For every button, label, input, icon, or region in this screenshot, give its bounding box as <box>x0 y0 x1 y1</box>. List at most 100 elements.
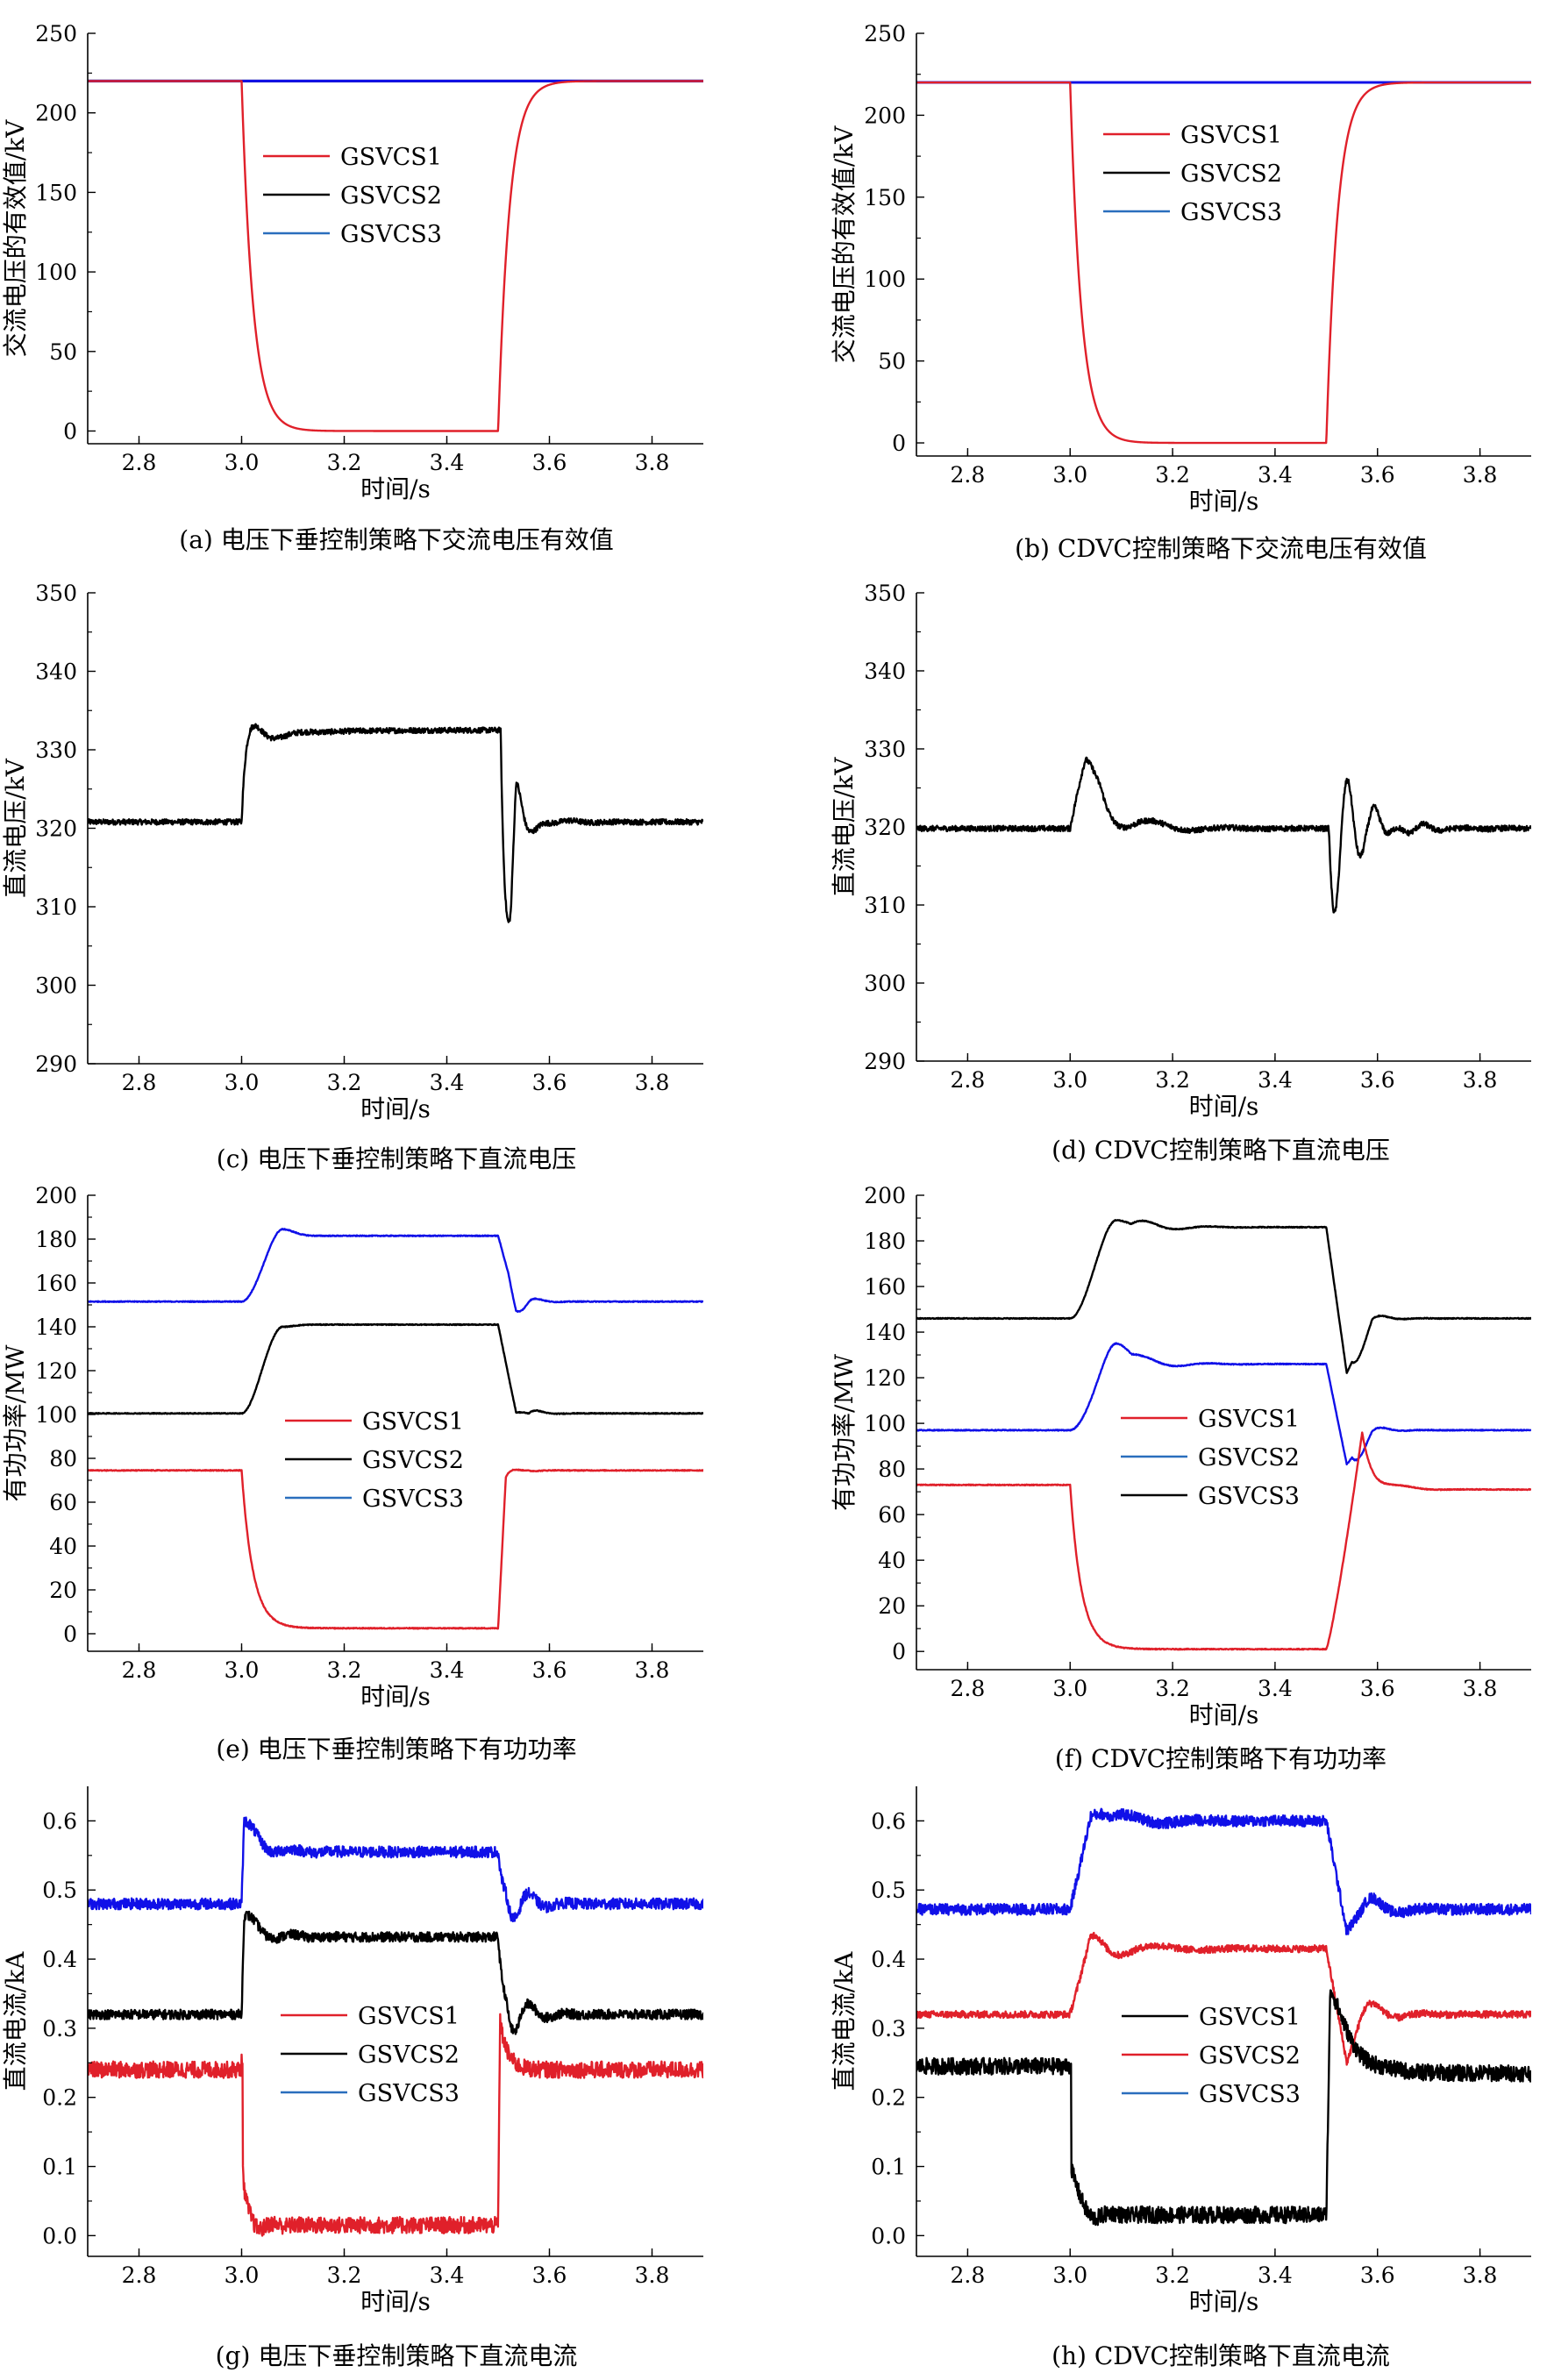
legend: GSVCS1 GSVCS2 GSVCS3 <box>285 1408 464 1513</box>
chart-caption: (d) CDVC控制策略下直流电压 <box>1051 1136 1390 1165</box>
y-tick-label: 160 <box>35 1271 77 1296</box>
series-line-GSVCS3 <box>88 1816 703 1923</box>
x-tick-label: 3.0 <box>1052 462 1087 488</box>
y-tick-label: 150 <box>35 180 77 205</box>
y-tick-label: 290 <box>35 1051 77 1077</box>
y-axis-label: 交流电压的有效值/kV <box>830 125 859 363</box>
x-tick-label: 3.0 <box>1052 1067 1087 1093</box>
legend-label: GSVCS2 <box>358 2042 460 2069</box>
series-line-GSVCS3 <box>916 1807 1531 1935</box>
x-tick-label: 2.8 <box>122 1070 157 1095</box>
x-tick-label: 3.8 <box>1463 1067 1498 1093</box>
x-tick-label: 3.2 <box>327 450 362 475</box>
x-tick-label: 3.6 <box>1360 1676 1395 1701</box>
x-tick-label: 3.6 <box>532 1070 567 1095</box>
legend-label: GSVCS1 <box>358 2003 460 2030</box>
y-tick-label: 180 <box>35 1227 77 1252</box>
x-tick-label: 3.6 <box>1360 1067 1395 1093</box>
series-group <box>88 1816 703 2237</box>
y-tick-label: 350 <box>35 581 77 606</box>
chart-panel-a: 2.8 3.0 3.2 3.4 3.6 3.8 0 50 100 150 200 250 时间/s 交流电… <box>1 21 703 554</box>
y-tick-label: 100 <box>35 1402 77 1428</box>
series-line-GSVCS3 <box>916 1219 1531 1374</box>
legend-label: GSVCS1 <box>1180 122 1282 149</box>
x-tick-label: 2.8 <box>122 2262 157 2288</box>
y-tick-label: 0.1 <box>871 2155 906 2180</box>
x-tick-label: 3.2 <box>1155 462 1190 488</box>
y-tick-label: 20 <box>49 1578 77 1603</box>
y-tick-label: 0.2 <box>871 2085 906 2111</box>
series-line-GSVCS1 <box>88 1468 703 1630</box>
x-tick-label: 3.6 <box>1360 462 1395 488</box>
series-line-直流电压 <box>88 723 703 923</box>
y-axis-label: 交流电压的有效值/kV <box>1 119 30 357</box>
y-tick-label: 200 <box>864 103 906 128</box>
x-tick-label: 2.8 <box>122 450 157 475</box>
x-tick-label: 3.4 <box>1258 462 1293 488</box>
chart-caption: (f) CDVC控制策略下有功功率 <box>1055 1744 1386 1773</box>
x-tick-label: 3.4 <box>1258 2262 1293 2288</box>
series-line-GSVCS1 <box>916 1431 1531 1651</box>
legend-label: GSVCS3 <box>1180 199 1282 226</box>
series-group <box>916 81 1531 445</box>
y-tick-label: 120 <box>35 1358 77 1384</box>
legend-label: GSVCS3 <box>1199 2081 1301 2108</box>
x-tick-label: 3.0 <box>225 1070 260 1095</box>
x-axis-label: 时间/s <box>360 474 431 503</box>
legend-label: GSVCS3 <box>358 2080 460 2107</box>
chart-caption: (h) CDVC控制策略下直流电流 <box>1051 2341 1390 2370</box>
x-tick-label: 3.4 <box>430 450 465 475</box>
y-axis-label: 直流电压/kV <box>830 757 859 896</box>
y-axis-label: 直流电流/kA <box>830 1951 859 2091</box>
x-tick-label: 3.6 <box>532 2262 567 2288</box>
legend: GSVCS1 GSVCS2 GSVCS3 <box>1121 1406 1300 1510</box>
legend-label: GSVCS3 <box>362 1486 464 1513</box>
y-axis-label: 直流电压/kV <box>1 758 30 897</box>
chart-caption: (g) 电压下垂控制策略下直流电流 <box>216 2341 578 2370</box>
x-tick-label: 3.6 <box>532 450 567 475</box>
x-tick-label: 3.2 <box>327 1070 362 1095</box>
legend-label: GSVCS3 <box>340 221 442 248</box>
series-group <box>88 79 703 432</box>
y-tick-label: 40 <box>49 1534 77 1559</box>
y-tick-label: 100 <box>35 260 77 285</box>
y-tick-label: 250 <box>35 21 77 46</box>
x-tick-label: 3.8 <box>635 2262 670 2288</box>
series-group <box>88 723 703 923</box>
chart-panel-g: 2.8 3.0 3.2 3.4 3.6 3.8 0.0 0.1 0.2 0.3 0.4 0.5 0.6 时… <box>1 1786 703 2370</box>
y-tick-label: 180 <box>864 1229 906 1254</box>
y-axis-label: 有功功率/MW <box>830 1354 859 1511</box>
legend: GSVCS1 GSVCS2 GSVCS3 <box>1122 2004 1301 2108</box>
series-group <box>88 1228 703 1630</box>
y-tick-label: 300 <box>864 971 906 996</box>
series-group <box>916 1807 1531 2227</box>
series-line-GSVCS2 <box>916 1931 1531 2066</box>
y-tick-label: 320 <box>864 815 906 840</box>
series-line-GSVCS1 <box>88 80 703 432</box>
x-tick-label: 3.8 <box>635 1070 670 1095</box>
y-tick-label: 200 <box>35 101 77 126</box>
x-axis-label: 时间/s <box>1189 487 1259 516</box>
series-line-GSVCS2 <box>88 1910 703 2035</box>
y-tick-label: 330 <box>864 737 906 762</box>
y-tick-label: 0.4 <box>42 1947 77 1972</box>
x-tick-label: 3.2 <box>327 2262 362 2288</box>
chart-panel-h: 2.8 3.0 3.2 3.4 3.6 3.8 0.0 0.1 0.2 0.3 0.4 0.5 0.6 时… <box>830 1786 1531 2370</box>
x-axis-label: 时间/s <box>1189 2287 1259 2316</box>
y-tick-label: 300 <box>35 973 77 999</box>
x-tick-label: 3.4 <box>1258 1676 1293 1701</box>
y-tick-label: 0.4 <box>871 1947 906 1972</box>
y-tick-label: 0.2 <box>42 2085 77 2111</box>
x-tick-label: 3.8 <box>635 450 670 475</box>
y-tick-label: 0 <box>892 431 906 456</box>
y-tick-label: 50 <box>49 339 77 365</box>
x-tick-label: 3.0 <box>225 450 260 475</box>
x-tick-label: 3.2 <box>1155 1676 1190 1701</box>
y-tick-label: 0.0 <box>871 2223 906 2248</box>
y-tick-label: 140 <box>864 1320 906 1345</box>
y-tick-label: 290 <box>864 1049 906 1074</box>
y-tick-label: 330 <box>35 738 77 763</box>
y-tick-label: 0.3 <box>42 2016 77 2042</box>
x-axis-label: 时间/s <box>1189 1092 1259 1121</box>
x-tick-label: 3.2 <box>1155 1067 1190 1093</box>
